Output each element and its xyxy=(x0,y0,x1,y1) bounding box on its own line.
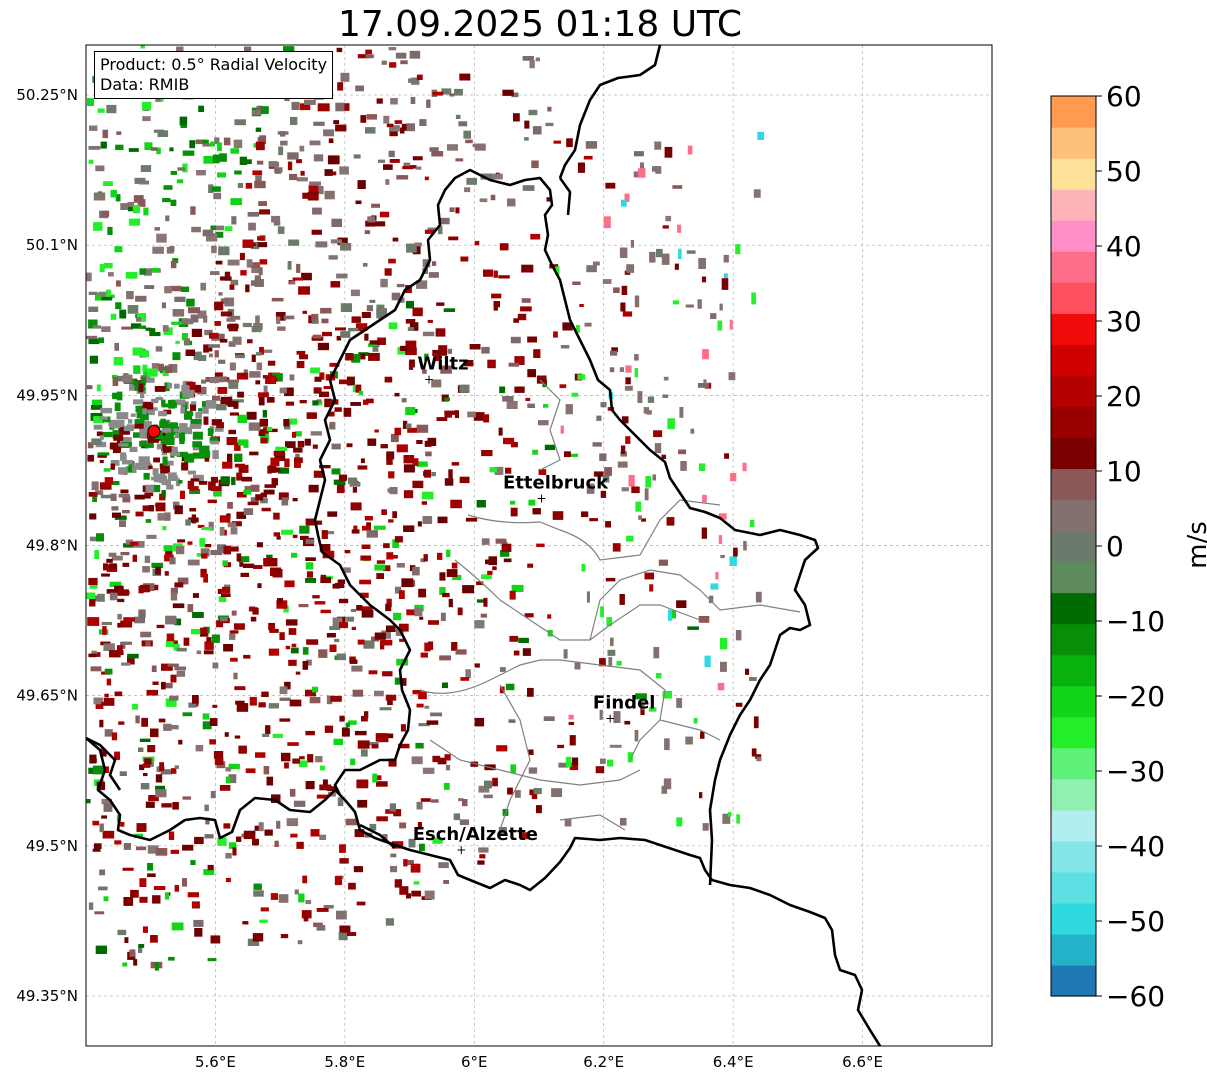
colorbar-swatch xyxy=(1051,716,1096,749)
colorbar-swatch xyxy=(1051,220,1096,252)
colorbar-tick-label: −30 xyxy=(1106,755,1165,788)
colorbar-swatch xyxy=(1051,282,1096,314)
data-source-text: Data: RMIB xyxy=(100,75,190,94)
lon-tick-label: 6.2°E xyxy=(583,1053,624,1071)
colorbar-tick-label: 20 xyxy=(1106,380,1142,413)
colorbar-swatch xyxy=(1051,375,1096,407)
lat-tick-label: 50.25°N xyxy=(16,86,78,104)
city-label: Ettelbruck xyxy=(503,472,609,493)
colorbar-tick-label: 0 xyxy=(1106,530,1124,563)
colorbar-tick-label: 40 xyxy=(1106,230,1142,263)
map-title: 17.09.2025 01:18 UTC xyxy=(337,4,743,45)
colorbar-swatch xyxy=(1051,437,1096,470)
colorbar-tick-label: 10 xyxy=(1106,455,1142,488)
canton-borders xyxy=(419,379,801,831)
colorbar-tick-label: −20 xyxy=(1106,680,1165,713)
radar-site-marker xyxy=(147,424,161,438)
colorbar-swatch xyxy=(1051,964,1096,997)
colorbar-swatch xyxy=(1051,406,1096,438)
city-marker-icon: + xyxy=(605,712,615,726)
city-label: Wiltz xyxy=(417,353,468,374)
colorbar-unit-label: m/s xyxy=(1183,521,1207,569)
colorbar-swatch xyxy=(1051,96,1096,128)
city-marker-icon: + xyxy=(424,372,434,386)
colorbar-swatch xyxy=(1051,623,1096,656)
radar-echoes xyxy=(86,45,764,971)
colorbar-swatch xyxy=(1051,871,1096,904)
city-label: Esch/Alzette xyxy=(413,824,538,845)
colorbar-swatch xyxy=(1051,933,1096,966)
lat-tick-label: 49.5°N xyxy=(26,837,78,855)
colorbar: 60 50 40 30 20 10 0 −10 −20 −30 −40 −50 −60 xyxy=(1050,80,1165,1013)
colorbar-swatch xyxy=(1051,592,1096,625)
lon-tick-label: 5.8°E xyxy=(324,1053,365,1071)
colorbar-swatch xyxy=(1051,778,1096,811)
lat-tick-label: 49.8°N xyxy=(26,537,78,555)
city-marker-icon: + xyxy=(456,843,466,857)
colorbar-swatch xyxy=(1051,158,1096,190)
product-text: Product: 0.5° Radial Velocity xyxy=(100,55,328,74)
colorbar-swatch xyxy=(1051,313,1096,345)
colorbar-swatch xyxy=(1051,902,1096,935)
colorbar-swatch xyxy=(1051,344,1096,376)
tick-labels: 50.25°N 50.1°N 49.95°N 49.8°N 49.65°N 49.5°N 4… xyxy=(16,86,883,1071)
colorbar-swatch xyxy=(1051,251,1096,283)
colorbar-tick-label: −50 xyxy=(1106,905,1165,938)
lon-tick-label: 6°E xyxy=(461,1053,488,1071)
colorbar-swatch xyxy=(1051,189,1096,221)
axis-frame xyxy=(85,44,993,1047)
city-marker-icon: + xyxy=(537,491,547,505)
colorbar-tick-label: −60 xyxy=(1106,980,1165,1013)
national-borders xyxy=(86,45,882,1046)
lat-tick-label: 49.65°N xyxy=(16,687,78,705)
colorbar-tick-label: 50 xyxy=(1106,155,1142,188)
colorbar-swatch xyxy=(1051,840,1096,873)
colorbar-swatch xyxy=(1051,468,1096,501)
info-box: Product: 0.5° Radial Velocity Data: RMIB xyxy=(94,51,334,99)
colorbar-swatch xyxy=(1051,685,1096,718)
city-label: Findel xyxy=(593,693,656,714)
colorbar-tick-label: 30 xyxy=(1106,305,1142,338)
colorbar-swatch xyxy=(1051,561,1096,594)
colorbar-tick-label: 60 xyxy=(1106,80,1142,113)
colorbar-swatch xyxy=(1051,747,1096,780)
colorbar-swatch xyxy=(1051,499,1096,532)
colorbar-swatch xyxy=(1051,127,1096,159)
colorbar-swatch xyxy=(1051,530,1096,563)
radar-site-dot xyxy=(147,424,161,438)
colorbar-swatch xyxy=(1051,654,1096,687)
lon-tick-label: 5.6°E xyxy=(195,1053,236,1071)
lon-tick-label: 6.4°E xyxy=(713,1053,754,1071)
colorbar-swatch xyxy=(1051,809,1096,842)
colorbar-tick-label: −10 xyxy=(1106,605,1165,638)
lat-tick-label: 49.35°N xyxy=(16,987,78,1005)
colorbar-tick-label: −40 xyxy=(1106,830,1165,863)
lon-tick-label: 6.6°E xyxy=(842,1053,883,1071)
lat-tick-label: 50.1°N xyxy=(26,236,78,254)
lat-tick-label: 49.95°N xyxy=(16,386,78,404)
city-markers: +Wiltz+Ettelbruck+Findel+Esch/Alzette xyxy=(413,353,656,856)
